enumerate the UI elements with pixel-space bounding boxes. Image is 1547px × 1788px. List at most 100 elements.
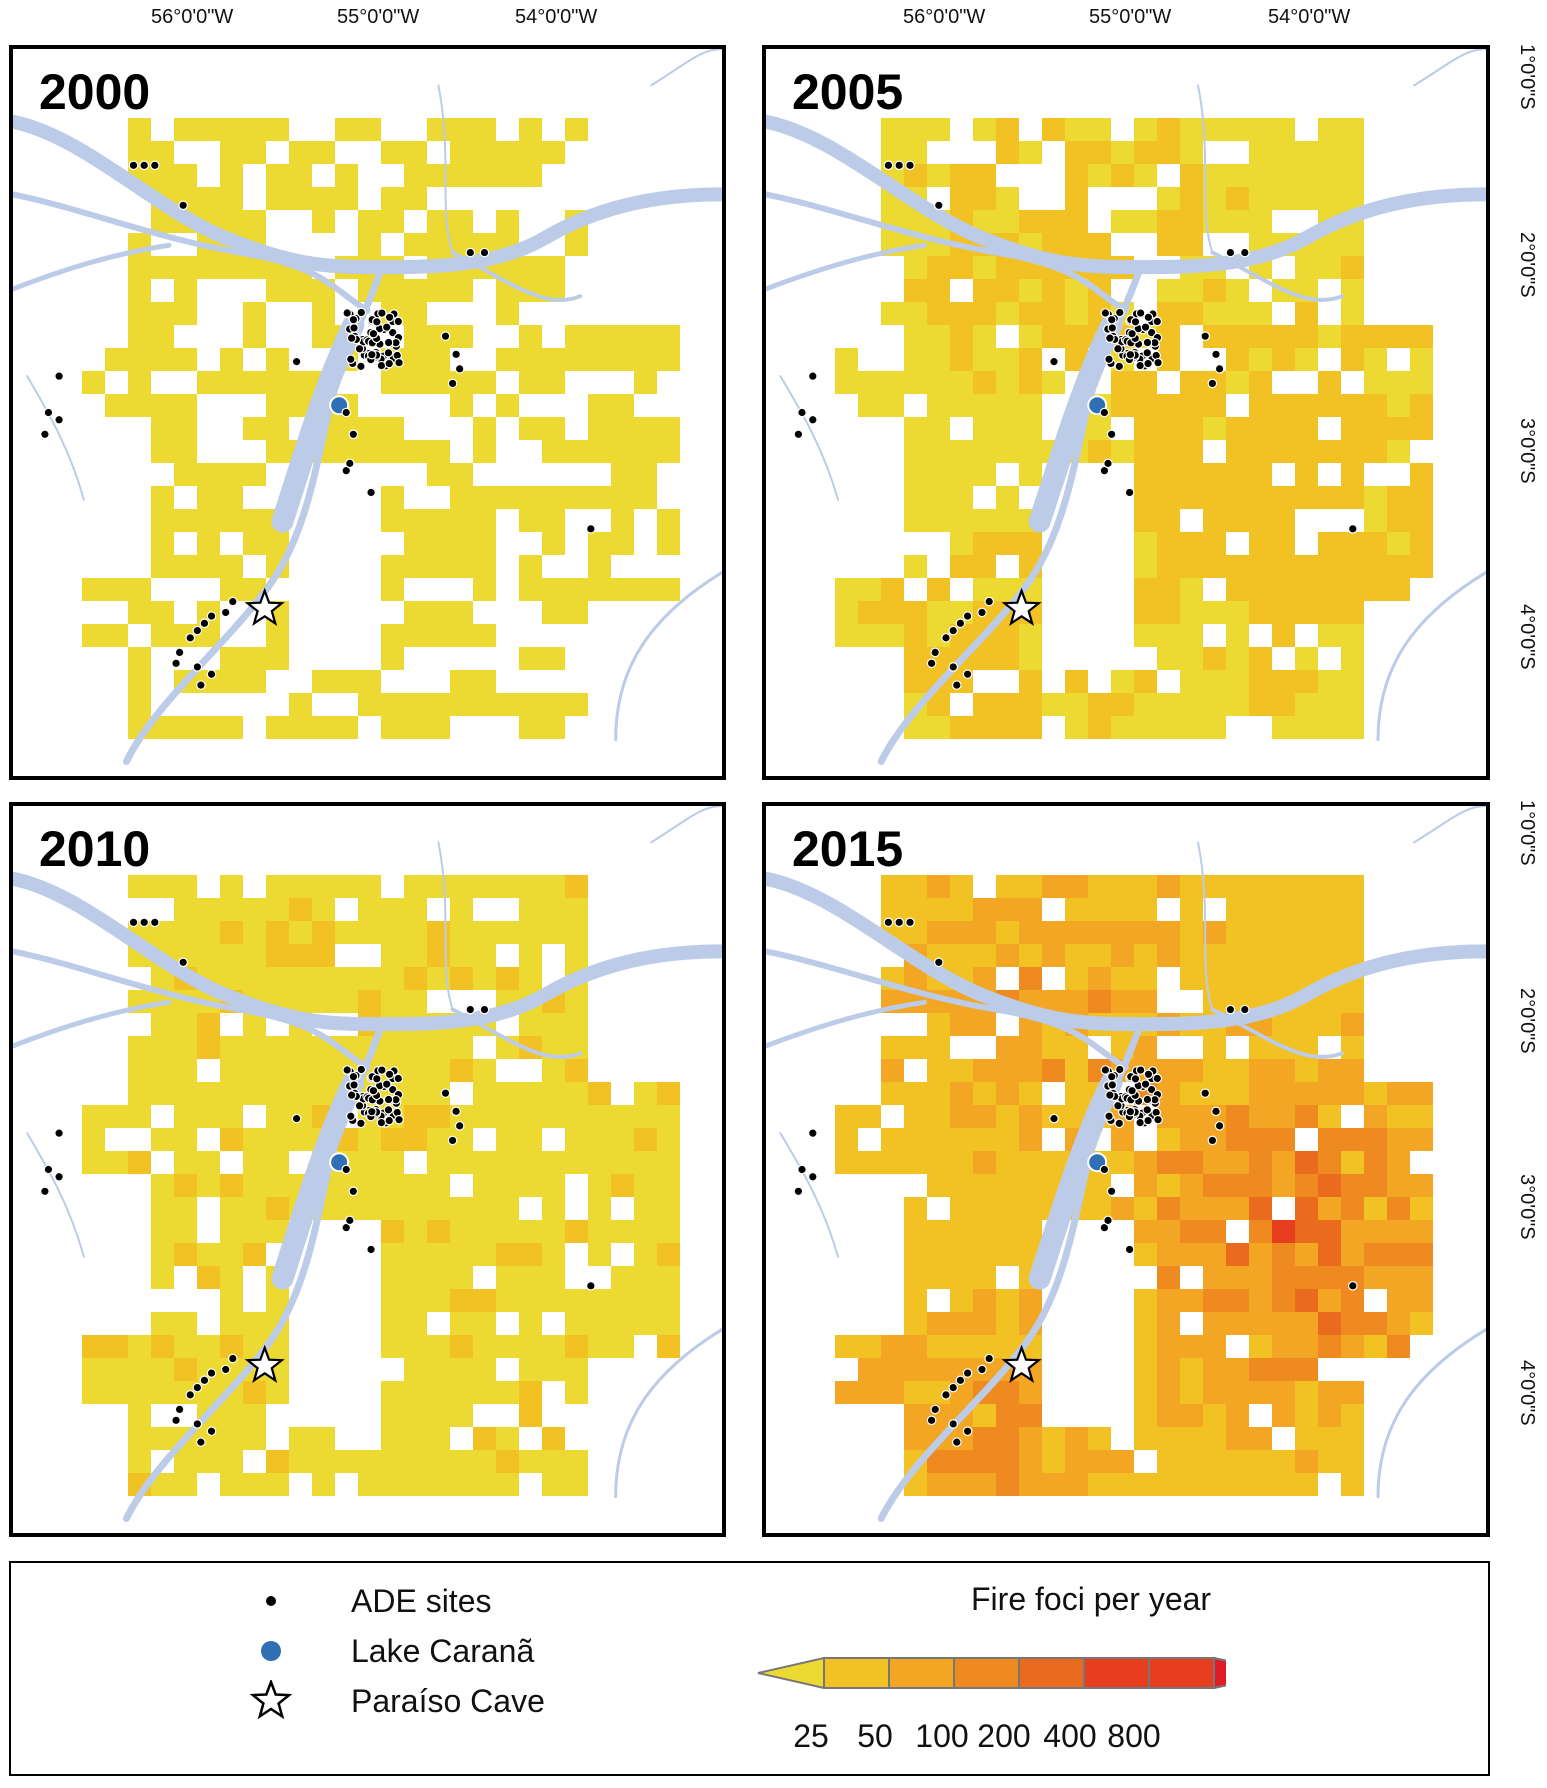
fire-cell [1019, 1381, 1042, 1404]
fire-cell [1341, 440, 1364, 463]
fire-cell [1180, 716, 1203, 739]
ade-site-marker [1127, 1085, 1137, 1096]
fire-cell [404, 325, 427, 348]
legend: ADE sites Lake Caranã Paraíso Cave Fire … [9, 1561, 1490, 1776]
fire-cell [1180, 532, 1203, 555]
fire-cell [289, 187, 312, 210]
fire-cell [1019, 210, 1042, 233]
colorbar-segment [1148, 1657, 1215, 1689]
fire-cell [128, 601, 151, 624]
fire-cell [565, 1128, 588, 1151]
ade-site-marker [344, 1215, 355, 1226]
fire-cell [1341, 279, 1364, 302]
fire-cell [1111, 898, 1134, 921]
fire-cell [1295, 440, 1318, 463]
ade-sites [40, 917, 596, 1447]
fire-cell [542, 1059, 565, 1082]
fire-cell [973, 394, 996, 417]
fire-cell [1134, 693, 1157, 716]
fire-cell [881, 1381, 904, 1404]
ade-site-marker [349, 323, 359, 333]
fire-cell [1180, 944, 1203, 967]
fire-cell [1341, 1266, 1364, 1289]
ade-site-marker [206, 611, 217, 621]
fire-cell [1157, 1174, 1180, 1197]
ade-site-marker [883, 160, 894, 171]
ade-site-marker [1100, 1065, 1111, 1075]
fire-cell [1295, 1427, 1318, 1450]
ade-site-marker [367, 1106, 377, 1117]
fire-cell [835, 624, 858, 647]
fire-cell [197, 898, 220, 921]
fire-cell [128, 348, 151, 371]
fire-cell [220, 348, 243, 371]
fire-cell [381, 716, 404, 739]
fire-cell [1318, 1059, 1341, 1082]
fire-cell [404, 532, 427, 555]
fire-cell [657, 1289, 680, 1312]
fire-cell [1042, 279, 1065, 302]
ade-site-marker [941, 633, 951, 643]
fire-cell [1042, 325, 1065, 348]
fire-cell [289, 1450, 312, 1473]
fire-cell [312, 944, 335, 967]
fire-cell [950, 302, 973, 325]
fire-cell [151, 302, 174, 325]
fire-cell [266, 1082, 289, 1105]
fire-cell [973, 302, 996, 325]
fire-cell [542, 279, 565, 302]
fire-cell [151, 532, 174, 555]
fire-cell [1272, 1404, 1295, 1427]
fire-cell [1272, 164, 1295, 187]
fire-cell [427, 440, 450, 463]
ade-site-marker [1106, 429, 1117, 440]
fire-cell [1249, 647, 1272, 670]
fire-cell [1180, 1059, 1203, 1082]
fire-cell [1341, 716, 1364, 739]
ade-site-marker [1125, 349, 1136, 360]
ade-site-marker [383, 1105, 394, 1115]
fire-cell [858, 371, 881, 394]
fire-cell [1226, 1059, 1249, 1082]
fire-cell [1157, 1358, 1180, 1381]
fire-cell [381, 486, 404, 509]
fire-cell [973, 187, 996, 210]
ade-site-marker [1130, 1073, 1141, 1084]
fire-cell [881, 1128, 904, 1151]
fire-cell [427, 716, 450, 739]
lon-label-56-right: 56°0'0"W [903, 6, 986, 28]
fire-cell [197, 624, 220, 647]
fire-cell [657, 440, 680, 463]
ade-site-marker [220, 607, 231, 618]
fire-cell [312, 670, 335, 693]
fire-cell [588, 1312, 611, 1335]
fire-cell [128, 693, 151, 716]
fire-cell [427, 601, 450, 624]
fire-cell [1410, 325, 1433, 348]
fire-cell [1019, 693, 1042, 716]
fire-cell [496, 875, 519, 898]
fire-cell [565, 693, 588, 716]
lat-label-3-bottom: 3°0'0"S [1516, 1174, 1538, 1240]
fire-cell [542, 647, 565, 670]
fire-cell [996, 1036, 1019, 1059]
fire-cell [519, 875, 542, 898]
fire-cell [496, 1128, 519, 1151]
fire-cell [634, 348, 657, 371]
fire-cell [565, 1312, 588, 1335]
fire-cell [565, 486, 588, 509]
ade-site-marker [341, 1164, 352, 1175]
fire-cell [927, 1151, 950, 1174]
fire-cell [1341, 118, 1364, 141]
fire-cell [1157, 1243, 1180, 1266]
fire-cell [1272, 624, 1295, 647]
fire-cell [473, 1082, 496, 1105]
ade-site-marker [199, 618, 210, 629]
fire-cell [1387, 1220, 1410, 1243]
fire-cell [1157, 325, 1180, 348]
fire-cell [1226, 1174, 1249, 1197]
fire-cell [973, 417, 996, 440]
fire-cell [243, 1151, 266, 1174]
fire-cell [151, 1473, 174, 1496]
fire-cell [1295, 1174, 1318, 1197]
